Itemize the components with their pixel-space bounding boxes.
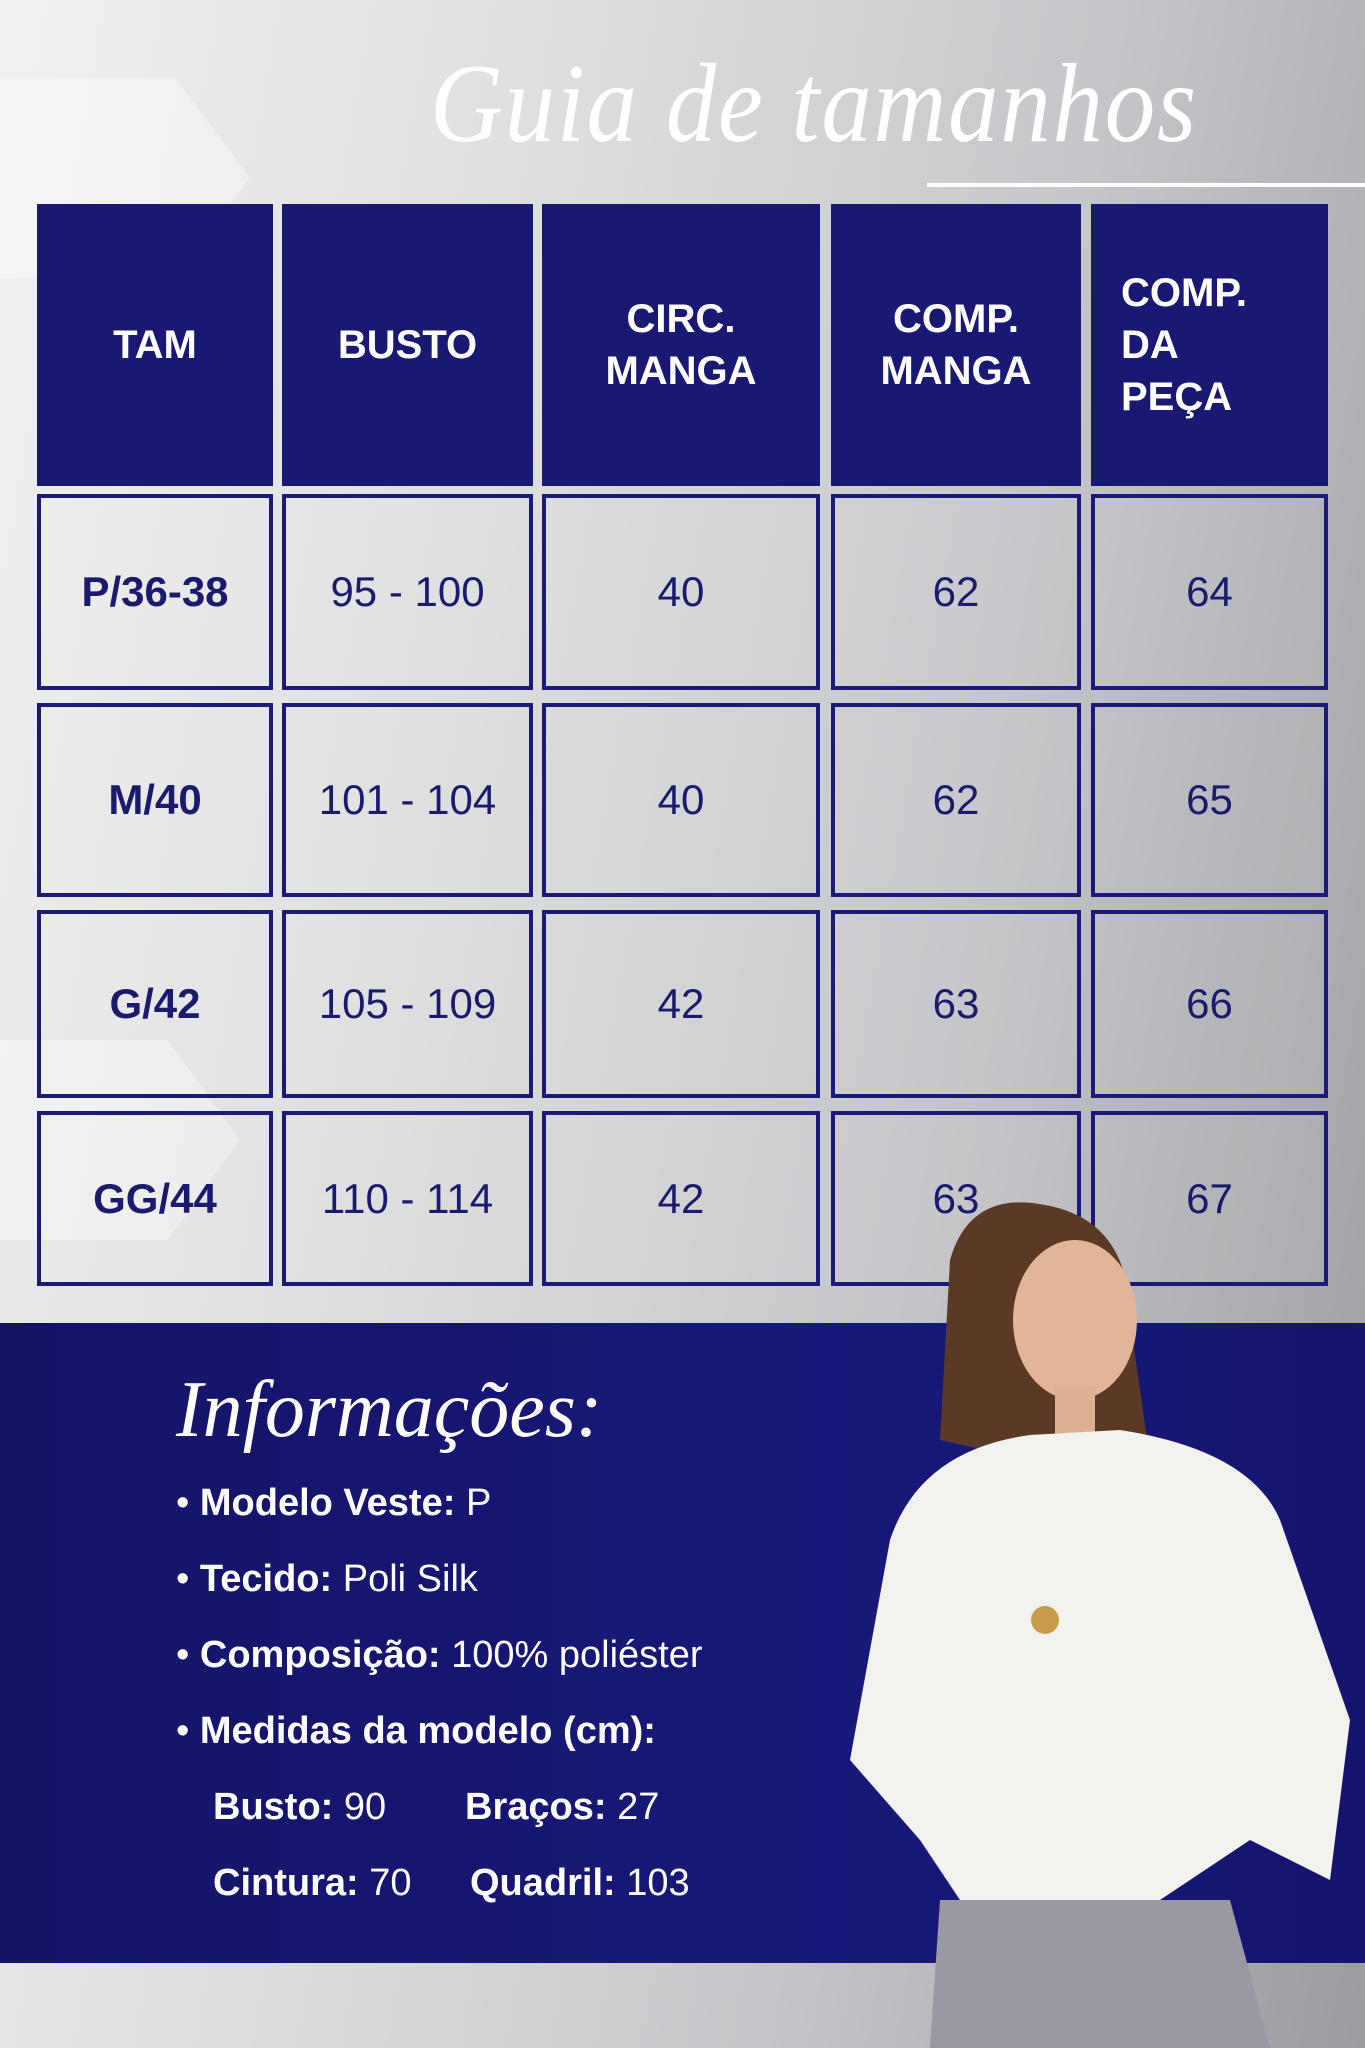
measure-label: Cintura: [213,1862,359,1904]
title-underline [927,183,1365,187]
measure-value: 90 [343,1786,387,1828]
info-label: Modelo Veste: [199,1482,456,1524]
table-cell-circ-manga: 42 [542,910,820,1098]
table-cell-comp-manga: 63 [831,910,1081,1098]
info-heading: Informações: [176,1366,603,1454]
table-cell-comp-peca: 67 [1091,1111,1328,1286]
info-item-measures: • Medidas da modelo (cm): [176,1710,656,1752]
table-cell-circ-manga: 40 [542,703,820,897]
column-header-comp-manga: COMP. MANGA [831,204,1081,486]
table-cell-comp-manga: 62 [831,494,1081,690]
info-value: Poli Silk [342,1558,478,1600]
table-cell-tam: GG/44 [37,1111,273,1286]
column-header-comp-peca: COMP. DA PEÇA [1091,204,1328,486]
measure-label: Quadril: [470,1862,616,1904]
table-cell-tam: G/42 [37,910,273,1098]
measure-value: 103 [626,1862,690,1904]
measure-bust: Busto: 90 [213,1786,386,1829]
table-cell-comp-manga: 62 [831,703,1081,897]
measure-label: Braços: [465,1786,607,1828]
info-value: 100% poliéster [451,1634,703,1676]
measure-value: 27 [617,1786,660,1828]
table-cell-tam: M/40 [37,703,273,897]
measure-value: 70 [369,1862,412,1904]
measure-label: Busto: [213,1786,334,1828]
table-cell-busto: 95 - 100 [282,494,533,690]
info-item-composition: • Composição: 100% poliéster [176,1634,703,1676]
table-cell-comp-peca: 64 [1091,494,1328,690]
measure-waist: Cintura: 70 [213,1862,412,1905]
column-header-busto: BUSTO [282,204,533,486]
measure-arms: Braços: 27 [465,1786,659,1829]
column-header-tam: TAM [37,204,273,486]
table-cell-busto: 101 - 104 [282,703,533,897]
info-label: Composição: [199,1634,441,1676]
model-photo [850,1202,1350,2048]
info-label: Tecido: [199,1558,333,1600]
table-cell-comp-peca: 65 [1091,703,1328,897]
page-title: Guia de tamanhos [430,42,1198,166]
table-cell-comp-peca: 66 [1091,910,1328,1098]
table-cell-busto: 105 - 109 [282,910,533,1098]
column-header-circ-manga: CIRC. MANGA [542,204,820,486]
info-value: P [465,1482,492,1524]
measure-hip: Quadril: 103 [470,1862,690,1905]
table-cell-circ-manga: 42 [542,1111,820,1286]
table-cell-busto: 110 - 114 [282,1111,533,1286]
info-item-fabric: • Tecido: Poli Silk [176,1558,478,1600]
table-cell-circ-manga: 40 [542,494,820,690]
info-item-model-size: • Modelo Veste: P [176,1482,492,1524]
info-label: Medidas da modelo (cm): [199,1710,656,1752]
table-cell-tam: P/36-38 [37,494,273,690]
